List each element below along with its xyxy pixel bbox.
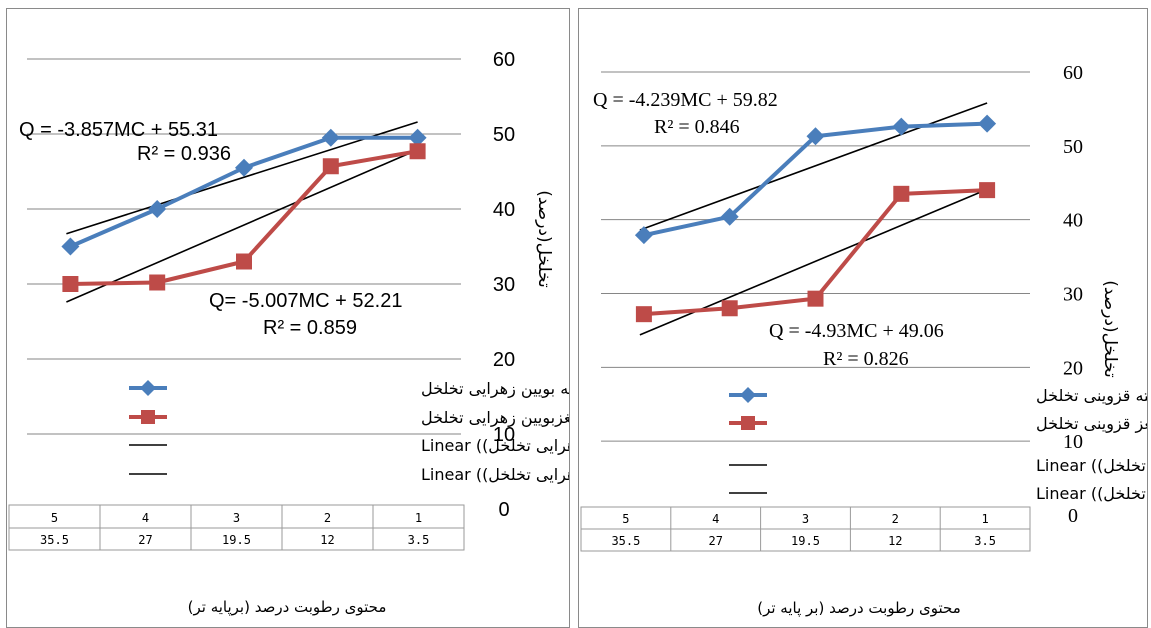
- data-point-diamond: [408, 128, 427, 147]
- table-cell: 5: [622, 512, 629, 526]
- table-cell: 19.5: [222, 533, 251, 547]
- y-tick-label: 10: [1063, 431, 1083, 453]
- table-cell: 5: [51, 511, 58, 525]
- table-cell: 27: [138, 533, 152, 547]
- data-point-diamond: [892, 117, 911, 136]
- data-point-square: [635, 306, 652, 323]
- table-cell: 3: [233, 511, 240, 525]
- chart-right: 0 10 20 30 40 50 60 تخلخل(درصد) Q = -4.239MC + 5…: [580, 62, 1147, 618]
- r-squared-label: R² = 0.936: [137, 143, 231, 165]
- legend-square-icon: [141, 410, 155, 424]
- y-tick-label: 50: [493, 124, 515, 146]
- y-tick-label: 60: [493, 49, 515, 71]
- legend-label: مغزبویین زهرایی تخلخل: [421, 408, 569, 428]
- legend-diamond-icon: [740, 387, 756, 403]
- legend-label: پسته بویین زهرایی تخلخل)) Linear: [421, 436, 569, 456]
- table-cell: 3: [802, 512, 809, 526]
- table-cell: 12: [888, 534, 902, 548]
- legend-label: مغز قزوینی تخلخل: [1036, 414, 1147, 434]
- y-tick-label: 10: [493, 424, 515, 446]
- r-squared-label: R² = 0.846: [654, 116, 740, 138]
- y-tick-label: 30: [493, 274, 515, 296]
- x-axis-caption: محتوی رطوبت درصد (برپایه تر): [188, 598, 387, 617]
- table-cell: 3.5: [408, 533, 430, 547]
- y-axis-label: تخلخل(درصد): [534, 190, 554, 288]
- table-cell: 1: [981, 512, 988, 526]
- legend-label: پسته قزوینی تخلخل)) Linear: [1036, 456, 1147, 476]
- table-cell: 27: [708, 534, 722, 548]
- table-cell: 35.5: [611, 534, 640, 548]
- legend-square-icon: [741, 416, 755, 430]
- chart-left: 0 10 20 30 40 50 60 تخلخل(درصد) Q = -3.857MC + 5…: [8, 49, 569, 617]
- data-point-square: [807, 290, 824, 307]
- equation-label: Q = -3.857MC + 55.31: [19, 119, 218, 141]
- data-point-square: [979, 182, 996, 199]
- data-point-square: [149, 274, 166, 291]
- data-point-square: [721, 300, 738, 317]
- table-cell: 3.5: [974, 534, 996, 548]
- y-tick-label: 50: [1063, 136, 1083, 158]
- table-cell: 35.5: [40, 533, 69, 547]
- legend-diamond-icon: [140, 380, 156, 396]
- equation-label: Q = -4.93MC + 49.06: [769, 320, 944, 342]
- table-cell: 12: [320, 533, 334, 547]
- table-cell: 2: [892, 512, 899, 526]
- chart-panel-right: 0 10 20 30 40 50 60 تخلخل(درصد) Q = -4.239MC + 5…: [578, 8, 1148, 628]
- chart-panel-left: 0 10 20 30 40 50 60 تخلخل(درصد) Q = -3.857MC + 5…: [6, 8, 570, 628]
- data-point-diamond: [321, 128, 340, 147]
- table-cell: 19.5: [791, 534, 820, 548]
- y-tick-label: 20: [493, 349, 515, 371]
- trendline-2: [66, 149, 418, 303]
- legend-label: پسته قزوینی تخلخل: [1036, 386, 1147, 406]
- data-point-square: [893, 185, 910, 202]
- y-tick-label: 60: [1063, 62, 1083, 84]
- y-tick-label: 40: [1063, 210, 1083, 232]
- equation-label: Q = -4.239MC + 59.82: [593, 89, 778, 111]
- data-point-diamond: [235, 158, 253, 177]
- data-point-diamond: [978, 114, 997, 133]
- data-point-square: [62, 276, 79, 292]
- data-point-diamond: [61, 237, 80, 256]
- r-squared-label: R² = 0.826: [823, 348, 909, 370]
- y-tick-label: 40: [493, 199, 515, 221]
- r-squared-label: R² = 0.859: [263, 317, 357, 339]
- table-cell: 2: [324, 511, 331, 525]
- table-cell: 4: [712, 512, 719, 526]
- y-tick-label: 30: [1063, 284, 1083, 306]
- legend-label: مغز قزوینی تخلخل)) Linear: [1036, 484, 1147, 504]
- data-point-square: [409, 143, 426, 160]
- data-point-diamond: [634, 226, 653, 245]
- data-point-square: [322, 158, 339, 175]
- data-point-diamond: [720, 207, 739, 226]
- trendline-1: [66, 121, 418, 235]
- equation-label: Q= -5.007MC + 52.21: [209, 290, 402, 312]
- y-tick-label: 0: [498, 499, 509, 521]
- legend-label: پسته بویین زهرایی تخلخل: [421, 379, 569, 399]
- data-point-square: [236, 253, 252, 270]
- table-cell: 1: [415, 511, 422, 525]
- y-tick-label: 0: [1068, 505, 1078, 527]
- y-tick-label: 20: [1063, 357, 1083, 379]
- y-axis-label: تخلخل(درصد): [1100, 280, 1120, 378]
- series-line-1: [69, 135, 418, 249]
- legend-label: مغزبویین زهرایی تخلخل)) Linear: [421, 465, 569, 485]
- table-cell: 4: [142, 511, 149, 525]
- x-axis-caption: محتوی رطوبت درصد (بر پایه تر): [757, 599, 961, 618]
- data-point-diamond: [806, 127, 825, 146]
- data-point-diamond: [148, 200, 167, 218]
